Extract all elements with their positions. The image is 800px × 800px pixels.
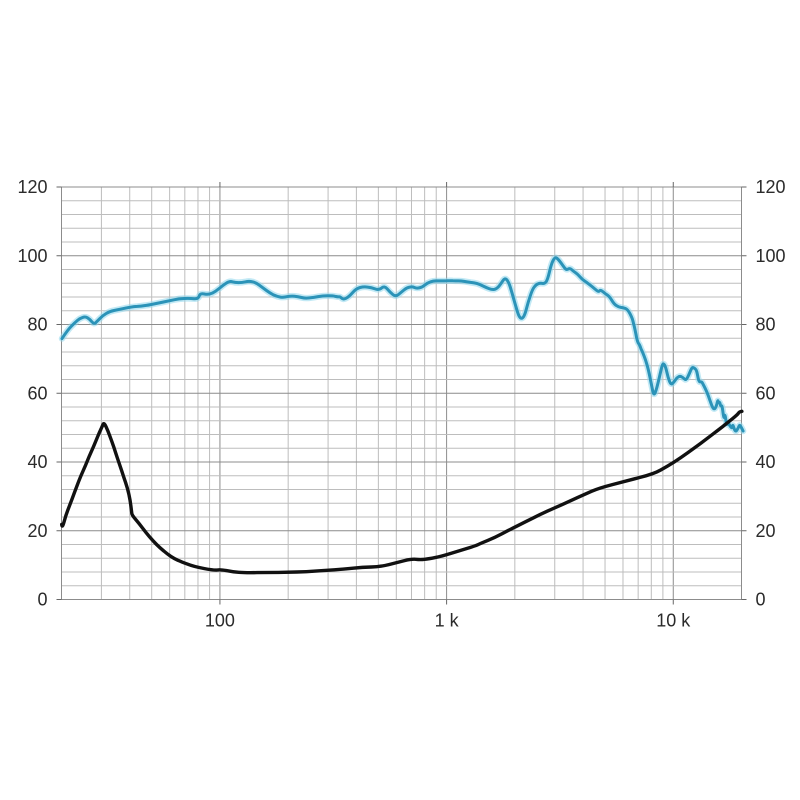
svg-text:60: 60 xyxy=(756,383,776,403)
svg-text:0: 0 xyxy=(756,590,766,610)
svg-text:10 k: 10 k xyxy=(656,611,691,631)
svg-text:80: 80 xyxy=(27,315,47,335)
svg-text:120: 120 xyxy=(17,177,47,197)
svg-text:20: 20 xyxy=(27,521,47,541)
svg-text:60: 60 xyxy=(27,383,47,403)
svg-text:120: 120 xyxy=(756,177,786,197)
svg-text:20: 20 xyxy=(756,521,776,541)
svg-text:0: 0 xyxy=(37,590,47,610)
svg-text:100: 100 xyxy=(205,611,235,631)
svg-text:40: 40 xyxy=(27,452,47,472)
svg-text:100: 100 xyxy=(17,246,47,266)
svg-text:100: 100 xyxy=(756,246,786,266)
svg-text:40: 40 xyxy=(756,452,776,472)
svg-text:80: 80 xyxy=(756,315,776,335)
svg-text:1 k: 1 k xyxy=(435,611,460,631)
